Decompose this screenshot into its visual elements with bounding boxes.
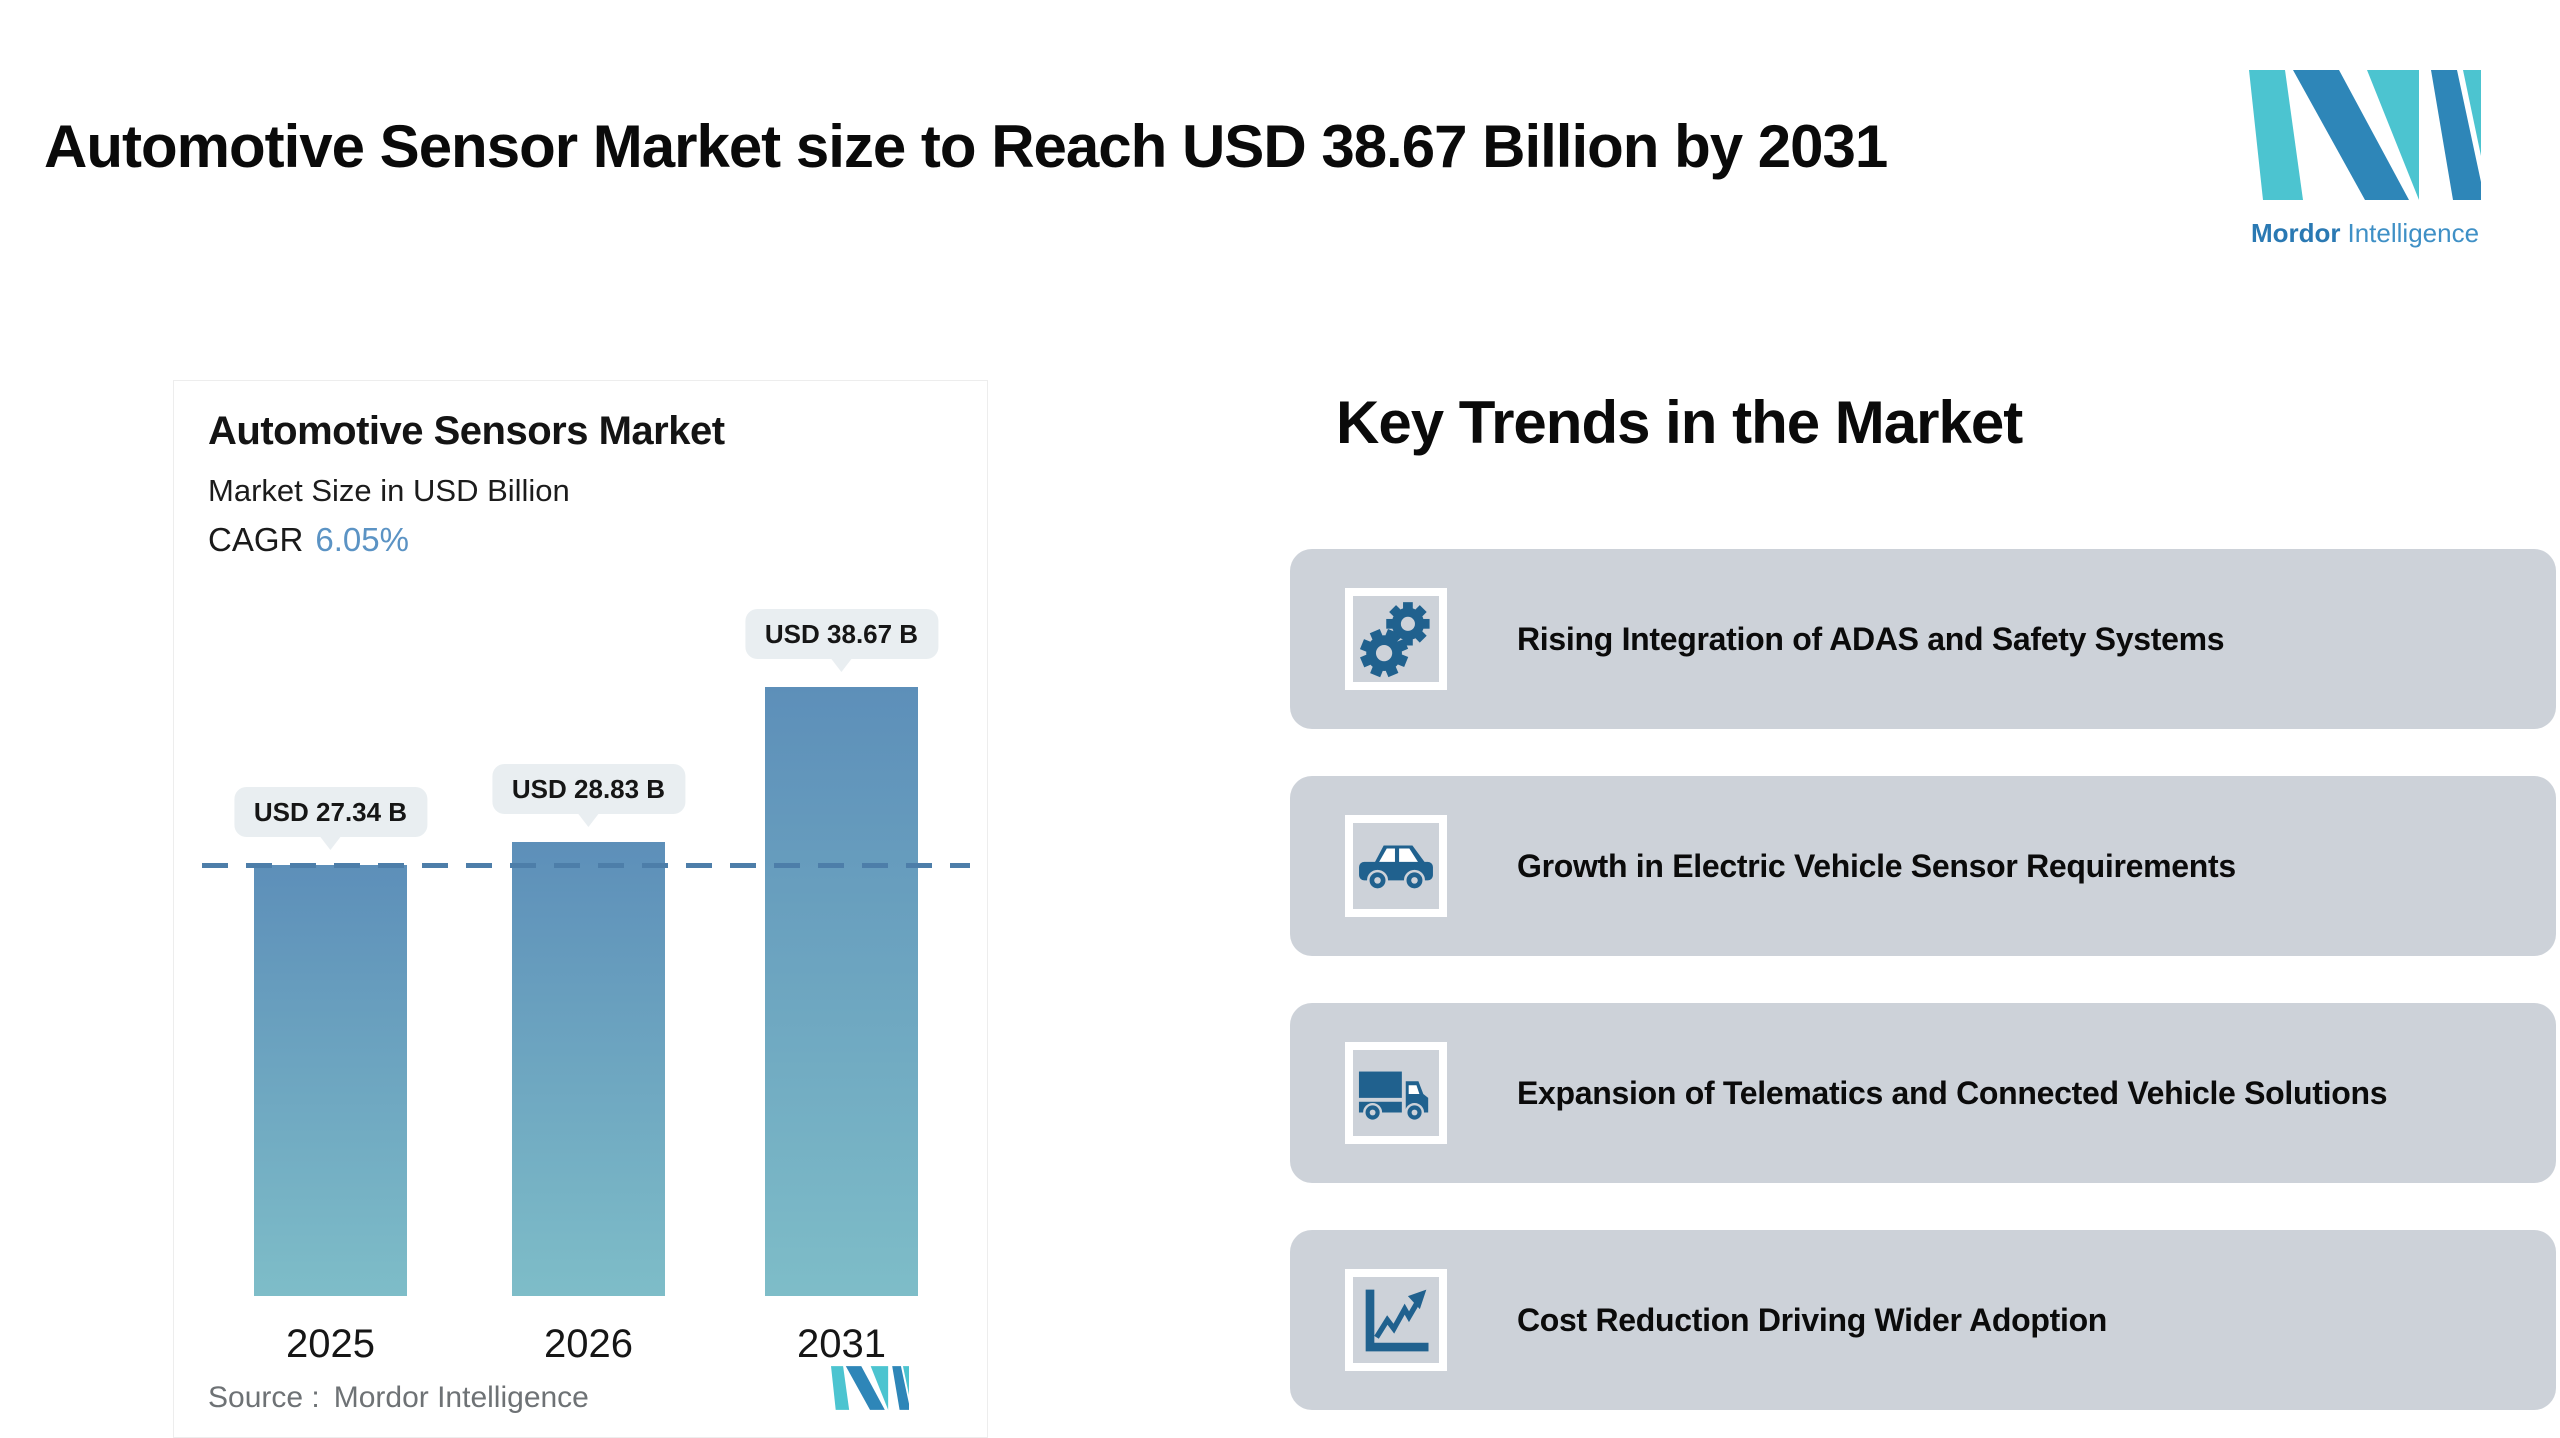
trend-card-cost-reduction: Cost Reduction Driving Wider Adoption <box>1290 1230 2556 1410</box>
bar-category-label: 2031 <box>797 1322 886 1366</box>
mordor-intelligence-logo-icon <box>2249 69 2481 200</box>
gears-icon <box>1359 602 1430 678</box>
trend-card-ev-sensors: Growth in Electric Vehicle Sensor Requir… <box>1290 776 2556 956</box>
market-chart-card: Automotive Sensors Market Market Size in… <box>173 380 988 1438</box>
trend-icon-frame <box>1345 1042 1447 1144</box>
trend-card-adas: Rising Integration of ADAS and Safety Sy… <box>1290 549 2556 729</box>
source-value: Mordor Intelligence <box>333 1381 589 1414</box>
bar-value-label: USD 38.67 B <box>744 609 939 659</box>
brand-wordmark: Mordor Intelligence <box>2251 218 2479 249</box>
trend-label: Growth in Electric Vehicle Sensor Requir… <box>1517 847 2236 884</box>
brand-wordmark-light: Intelligence <box>2347 217 2480 248</box>
trend-card-telematics: Expansion of Telematics and Connected Ve… <box>1290 1003 2556 1183</box>
trend-icon-frame <box>1345 1269 1447 1371</box>
cagr-label: CAGR <box>208 521 304 558</box>
bar <box>254 865 407 1296</box>
trend-label: Expansion of Telematics and Connected Ve… <box>1517 1074 2388 1111</box>
trend-label: Cost Reduction Driving Wider Adoption <box>1517 1301 2108 1338</box>
bar-chart-plot: USD 27.34 B 2025 USD 28.83 B 2026 USD 38.67 … <box>174 381 987 1437</box>
brand-logo: Mordor Intelligence <box>2208 0 2522 318</box>
brand-wordmark-bold: Mordor <box>2250 217 2341 248</box>
chart-cagr: CAGR 6.05% <box>208 521 409 559</box>
bar-value-label: USD 27.34 B <box>233 787 428 837</box>
bar <box>765 687 918 1296</box>
reference-dashed-line <box>202 863 970 868</box>
car-icon <box>1359 845 1433 891</box>
mordor-intelligence-mini-logo-icon <box>831 1366 909 1410</box>
cagr-value: 6.05% <box>315 521 409 558</box>
chart-title: Automotive Sensors Market <box>208 409 725 453</box>
bar-category-label: 2026 <box>544 1322 633 1366</box>
key-trends-heading: Key Trends in the Market <box>1336 389 2023 456</box>
trend-label: Rising Integration of ADAS and Safety Sy… <box>1517 620 2225 657</box>
bar-value-label: USD 28.83 B <box>491 764 686 814</box>
chart-source: Source : Mordor Intelligence <box>208 1381 589 1415</box>
source-label: Source : <box>208 1381 320 1414</box>
bar <box>512 842 665 1296</box>
bar-category-label: 2025 <box>286 1322 375 1366</box>
chart-subtitle: Market Size in USD Billion <box>208 473 570 508</box>
chart-icon <box>1365 1289 1429 1352</box>
truck-icon <box>1358 1071 1429 1123</box>
page-title: Automotive Sensor Market size to Reach U… <box>44 113 1888 180</box>
trend-icon-frame <box>1345 815 1447 917</box>
trend-icon-frame <box>1345 588 1447 690</box>
